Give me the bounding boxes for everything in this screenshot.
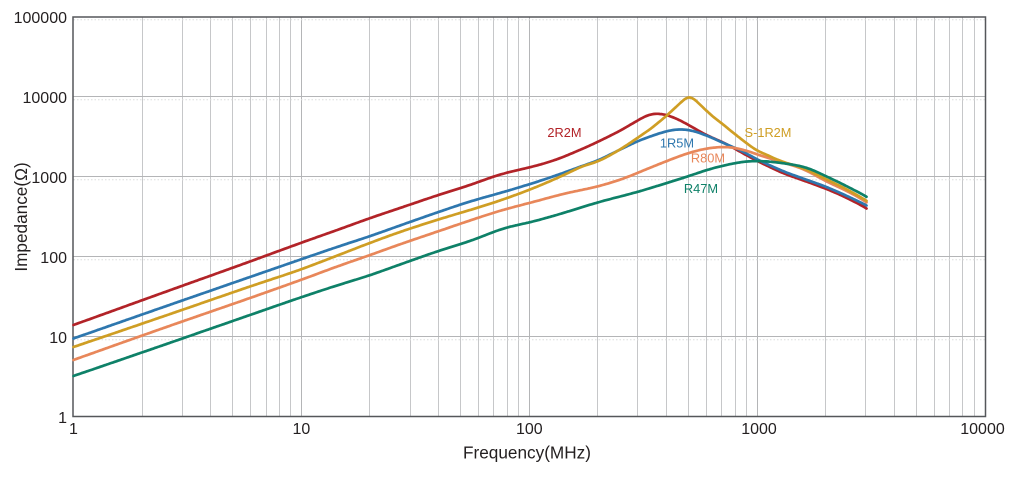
svg-text:2R2M: 2R2M [547,125,581,140]
svg-text:Frequency(MHz): Frequency(MHz) [463,443,591,463]
svg-text:10000: 10000 [960,421,1005,438]
svg-text:100: 100 [516,421,543,438]
svg-text:10: 10 [293,421,311,438]
svg-text:10: 10 [49,330,67,347]
svg-text:100000: 100000 [14,10,67,27]
svg-text:1: 1 [69,421,78,438]
svg-text:S-1R2M: S-1R2M [745,125,792,140]
svg-text:100: 100 [40,250,67,267]
svg-text:10000: 10000 [23,90,68,107]
svg-text:1R5M: 1R5M [660,136,694,151]
svg-text:1000: 1000 [31,170,67,187]
svg-text:1000: 1000 [741,421,777,438]
svg-text:1: 1 [58,410,67,427]
svg-text:R80M: R80M [691,150,725,165]
svg-text:Impedance(Ω): Impedance(Ω) [11,162,31,271]
svg-text:R47M: R47M [684,181,718,196]
